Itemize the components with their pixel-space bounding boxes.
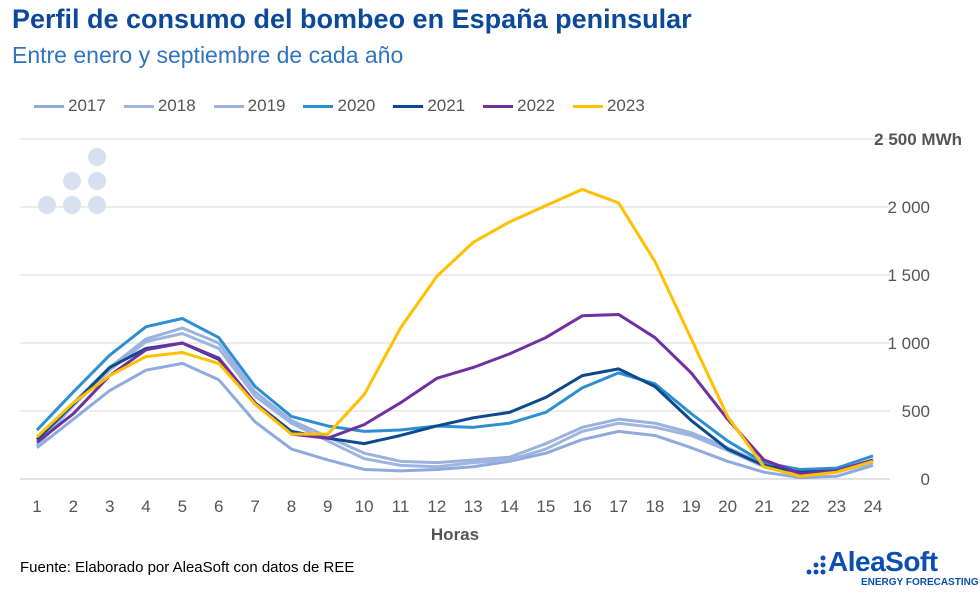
- logo-tagline: ENERGY FORECASTING: [861, 577, 979, 588]
- chart-subtitle: Entre enero y septiembre de cada año: [12, 42, 404, 68]
- x-tick-label: 21: [754, 497, 773, 516]
- legend-swatch: [123, 104, 154, 108]
- legend-swatch: [393, 104, 424, 108]
- x-tick-label: 9: [323, 497, 332, 516]
- logo-dots-icon: [806, 555, 826, 575]
- legend-swatch: [483, 104, 514, 108]
- x-tick-label: 14: [500, 497, 519, 516]
- legend-swatch: [303, 104, 334, 108]
- legend-item-2022: 2022: [483, 96, 555, 116]
- legend-label: 2022: [517, 96, 555, 115]
- x-tick-label: 4: [141, 497, 150, 516]
- legend: 2017 2018 2019 2020 2021 2022 2023: [34, 96, 663, 116]
- x-tick-label: 1: [32, 497, 41, 516]
- legend-item-2023: 2023: [572, 96, 645, 116]
- logo-name: AleaSoft: [828, 546, 938, 577]
- legend-item-2020: 2020: [303, 96, 375, 116]
- legend-item-2019: 2019: [213, 96, 286, 116]
- legend-swatch: [34, 104, 64, 108]
- x-tick-label: 19: [682, 497, 701, 516]
- legend-item-2018: 2018: [123, 96, 196, 116]
- x-tick-label: 6: [214, 497, 223, 516]
- x-axis-label: Horas: [431, 525, 479, 544]
- legend-label: 2021: [427, 96, 466, 115]
- y-tick-label: 1 500: [887, 266, 930, 285]
- legend-swatch: [572, 104, 603, 108]
- chart-title: Perfil de consumo del bombeo en España p…: [12, 4, 692, 34]
- y-tick-label: 2 000: [887, 198, 930, 217]
- y-tick-label: 2 500 MWh: [874, 130, 962, 149]
- x-tick-label: 7: [250, 497, 259, 516]
- x-tick-label: 11: [392, 497, 410, 516]
- legend-swatch: [213, 104, 244, 108]
- x-tick-label: 22: [791, 497, 810, 516]
- series-line-2020: [35, 317, 874, 471]
- watermark-dots-icon: [38, 148, 106, 214]
- x-tick-label: 24: [864, 497, 883, 516]
- legend-item-2017: 2017: [34, 96, 106, 116]
- series-line-2017: [36, 361, 874, 480]
- y-tick-label: 500: [902, 402, 930, 421]
- x-tick-label: 16: [573, 497, 592, 516]
- series-line-2023: [35, 187, 874, 478]
- x-tick-label: 8: [287, 497, 296, 516]
- legend-item-2021: 2021: [393, 96, 465, 116]
- x-tick-label: 5: [178, 497, 187, 516]
- x-tick-label: 12: [427, 497, 446, 516]
- x-tick-label: 23: [827, 497, 846, 516]
- x-tick-label: 17: [609, 497, 628, 516]
- series-line-2019: [35, 326, 874, 474]
- source-note: Fuente: Elaborado por AleaSoft con datos…: [20, 559, 355, 576]
- x-tick-label: 15: [536, 497, 555, 516]
- legend-label: 2023: [606, 96, 645, 115]
- legend-label: 2018: [157, 96, 196, 115]
- x-tick-label: 18: [645, 497, 664, 516]
- legend-label: 2019: [247, 96, 286, 115]
- x-tick-label: 3: [105, 497, 114, 516]
- x-tick-label: 13: [464, 497, 483, 516]
- x-tick-label: 2: [69, 497, 78, 516]
- legend-label: 2017: [68, 96, 106, 115]
- x-tick-label: 10: [355, 497, 374, 516]
- y-tick-label: 0: [921, 470, 930, 489]
- legend-label: 2020: [337, 96, 376, 115]
- x-tick-label: 20: [718, 497, 737, 516]
- y-tick-label: 1 000: [887, 334, 930, 353]
